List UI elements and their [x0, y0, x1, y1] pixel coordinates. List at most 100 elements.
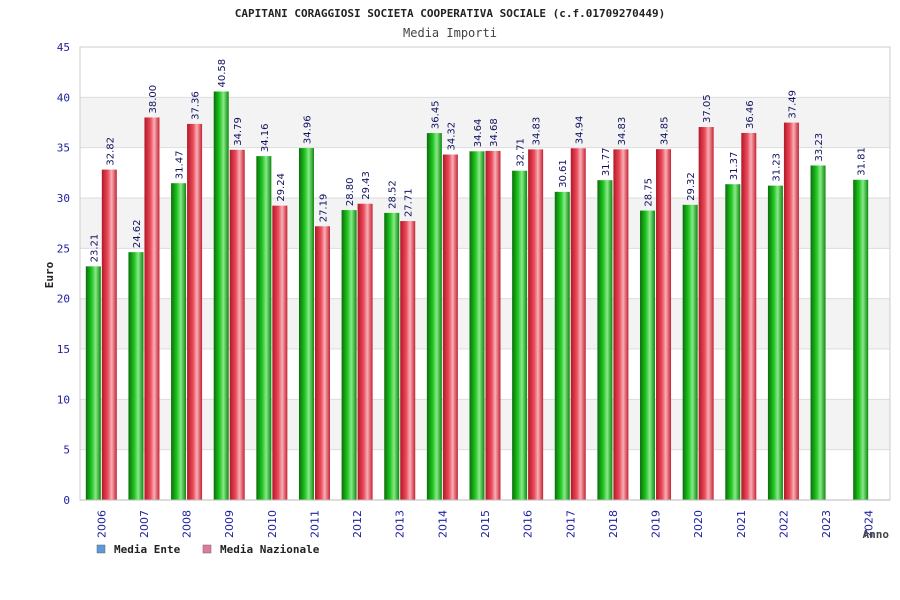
x-tick-label: 2017 [564, 510, 577, 538]
data-label: 40.58 [217, 59, 228, 88]
bar-media-nazionale [357, 203, 373, 500]
data-label: 33.23 [814, 133, 825, 162]
y-tick-label: 30 [57, 192, 70, 205]
y-tick-label: 40 [57, 91, 70, 104]
x-tick-label: 2015 [479, 510, 492, 538]
x-tick-label: 2007 [138, 510, 151, 538]
data-label: 34.64 [473, 119, 484, 148]
legend-item-media-ente[interactable]: Media Ente [96, 543, 181, 556]
bar-media-ente [384, 212, 400, 500]
bar-media-ente [298, 148, 314, 500]
data-label: 34.83 [532, 117, 543, 146]
data-label: 27.71 [404, 188, 415, 217]
bar-media-ente [128, 252, 144, 500]
legend-swatch-media-ente [96, 544, 106, 554]
bar-labels: 23.21 32.82 24.62 38.00 31.47 37.36 40.58 34.79… [89, 59, 867, 262]
x-axis-label: Anno [863, 528, 890, 541]
legend-label-media-ente: Media Ente [114, 543, 181, 556]
data-label: 32.82 [105, 137, 116, 166]
x-tick-label: 2023 [820, 510, 833, 538]
bar-media-ente [640, 210, 656, 501]
data-label: 38.00 [148, 85, 159, 114]
bar-media-ente [85, 266, 101, 500]
data-label: 36.45 [430, 100, 441, 129]
x-tick-label: 2024 [863, 510, 876, 538]
data-label: 32.71 [516, 138, 527, 167]
x-axis-ticks: 2006 2007 2008 2009 2010 2011 2012 2013 2014 2015… [95, 510, 875, 538]
bar-media-ente [256, 156, 272, 500]
data-label: 37.49 [787, 90, 798, 119]
bar-media-nazionale [698, 127, 714, 500]
y-tick-label: 10 [57, 393, 70, 406]
bar-media-ente [682, 204, 698, 500]
x-tick-label: 2009 [223, 510, 236, 538]
legend-label-media-nazionale: Media Nazionale [220, 543, 320, 556]
y-tick-label: 45 [57, 41, 70, 54]
bar-media-nazionale [442, 154, 458, 500]
bar-media-ente [810, 165, 826, 500]
bar-media-ente [512, 170, 528, 500]
x-tick-label: 2014 [436, 510, 449, 538]
data-label: 34.79 [233, 117, 244, 146]
bar-media-nazionale [101, 169, 117, 500]
bar-media-nazionale [528, 149, 544, 501]
y-tick-label: 35 [57, 142, 70, 155]
bar-media-ente [725, 184, 741, 500]
data-label: 34.85 [660, 117, 671, 146]
bar-media-ente [213, 91, 229, 501]
data-label: 27.19 [318, 194, 329, 223]
data-label: 24.62 [132, 220, 143, 249]
data-label: 31.37 [729, 152, 740, 181]
legend: Media Ente Media Nazionale [96, 543, 320, 556]
bar-media-nazionale [272, 205, 288, 500]
x-tick-label: 2018 [607, 510, 620, 538]
y-axis-label: Euro [43, 261, 56, 288]
x-tick-label: 2011 [308, 510, 321, 538]
data-label: 36.46 [745, 100, 756, 129]
x-tick-label: 2006 [95, 510, 108, 538]
bar-media-nazionale [570, 148, 586, 500]
bar-media-ente [767, 185, 783, 501]
bar-media-ente [853, 179, 869, 500]
data-label: 29.43 [361, 171, 372, 200]
data-label: 34.32 [446, 122, 457, 151]
data-label: 34.83 [617, 117, 628, 146]
chart-subtitle: Media Importi [403, 26, 497, 40]
data-label: 31.77 [601, 148, 612, 177]
bar-media-ente [171, 183, 187, 500]
y-tick-label: 15 [57, 343, 70, 356]
y-tick-label: 20 [57, 293, 70, 306]
data-label: 34.68 [489, 118, 500, 147]
x-tick-label: 2016 [522, 510, 535, 538]
y-tick-label: 0 [63, 494, 70, 507]
data-label: 29.24 [276, 173, 287, 202]
x-tick-label: 2020 [692, 510, 705, 538]
bar-media-nazionale [144, 117, 160, 500]
bar-media-ente [469, 151, 485, 501]
bars [85, 91, 869, 501]
legend-swatch-media-nazionale [202, 544, 212, 554]
data-label: 31.47 [175, 151, 186, 180]
bar-media-nazionale [613, 149, 629, 501]
bar-media-nazionale [741, 132, 757, 500]
bar-media-ente [597, 180, 613, 500]
bar-media-nazionale [314, 226, 330, 500]
data-label: 31.81 [857, 147, 868, 176]
x-tick-label: 2021 [735, 510, 748, 538]
x-tick-label: 2013 [394, 510, 407, 538]
data-label: 28.75 [644, 178, 655, 207]
bar-media-nazionale [229, 149, 245, 500]
bar-media-ente [554, 191, 570, 501]
data-label: 28.52 [388, 180, 399, 209]
bar-media-nazionale [485, 150, 501, 500]
bar-media-nazionale [400, 221, 416, 500]
data-label: 37.36 [191, 91, 202, 120]
bar-media-nazionale [656, 149, 672, 500]
bar-media-nazionale [783, 122, 799, 500]
legend-item-media-nazionale[interactable]: Media Nazionale [202, 543, 320, 556]
x-tick-label: 2012 [351, 510, 364, 538]
data-label: 29.32 [686, 172, 697, 201]
data-label: 28.80 [345, 177, 356, 206]
